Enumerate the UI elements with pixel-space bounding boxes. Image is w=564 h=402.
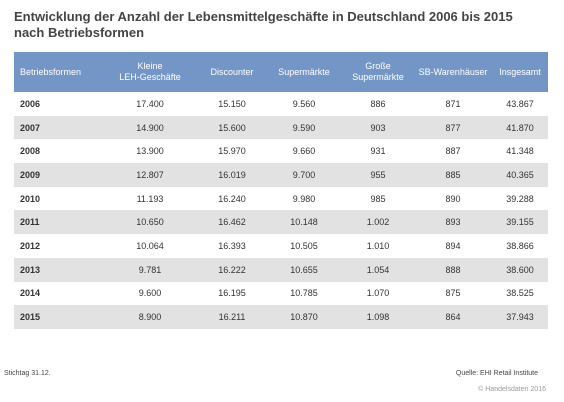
table-cell: 16.019 bbox=[198, 163, 266, 187]
row-year-cell: 2015 bbox=[14, 305, 102, 329]
table-cell: 877 bbox=[414, 115, 492, 140]
table-cell: 8.900 bbox=[102, 305, 198, 329]
table-cell: 1.098 bbox=[342, 305, 414, 329]
table-cell: 885 bbox=[414, 163, 492, 187]
table-cell: 9.600 bbox=[102, 281, 198, 306]
source-note: Quelle: EHI Retail Institute bbox=[455, 370, 538, 377]
table-cell: 10.148 bbox=[266, 210, 342, 235]
table-cell: 16.240 bbox=[198, 186, 266, 211]
header-discounter: Discounter bbox=[198, 52, 266, 92]
table-cell: 888 bbox=[414, 257, 492, 282]
row-year-cell: 2012 bbox=[14, 234, 102, 258]
header-grosse-supermaerkte: Große Supermärkte bbox=[342, 52, 414, 92]
table-cell: 1.010 bbox=[342, 234, 414, 258]
table-cell: 41.870 bbox=[492, 115, 548, 140]
table-row: 2011 10.650 16.462 10.148 1.002 893 39.155 bbox=[14, 210, 548, 235]
header-supermaerkte: Supermärkte bbox=[266, 52, 342, 92]
copyright-note: © Handelsdaten 2016 bbox=[478, 386, 546, 393]
table-row: 2014 9.600 16.195 10.785 1.070 875 38.525 bbox=[14, 281, 548, 306]
table-cell: 1.070 bbox=[342, 281, 414, 306]
table-cell: 9.980 bbox=[266, 186, 342, 211]
table-cell: 10.785 bbox=[266, 281, 342, 306]
row-year-cell: 2009 bbox=[14, 163, 102, 187]
table-cell: 985 bbox=[342, 186, 414, 211]
row-year-cell: 2007 bbox=[14, 115, 102, 140]
table-cell: 875 bbox=[414, 281, 492, 306]
table-cell: 893 bbox=[414, 210, 492, 235]
table-cell: 10.655 bbox=[266, 257, 342, 282]
row-year-cell: 2014 bbox=[14, 281, 102, 306]
header-insgesamt: Insgesamt bbox=[492, 52, 548, 92]
table-cell: 9.660 bbox=[266, 139, 342, 164]
table-cell: 16.222 bbox=[198, 257, 266, 282]
table-cell: 37.943 bbox=[492, 305, 548, 329]
table-cell: 9.590 bbox=[266, 115, 342, 140]
row-year-cell: 2006 bbox=[14, 92, 102, 116]
row-year-cell: 2008 bbox=[14, 139, 102, 164]
table-cell: 10.064 bbox=[102, 234, 198, 258]
table-cell: 43.867 bbox=[492, 92, 548, 116]
table-row: 2006 17.400 15.150 9.560 886 871 43.867 bbox=[14, 92, 548, 116]
table-cell: 39.288 bbox=[492, 186, 548, 211]
table-cell: 16.393 bbox=[198, 234, 266, 258]
table-cell: 10.870 bbox=[266, 305, 342, 329]
header-kleine-leh: Kleine LEH-Geschäfte bbox=[102, 52, 198, 92]
table-cell: 16.211 bbox=[198, 305, 266, 329]
table-cell: 40.365 bbox=[492, 163, 548, 187]
table-cell: 871 bbox=[414, 92, 492, 116]
table-cell: 1.002 bbox=[342, 210, 414, 235]
table-cell: 16.195 bbox=[198, 281, 266, 306]
table-cell: 9.700 bbox=[266, 163, 342, 187]
data-table: Betriebsformen Kleine LEH-Geschäfte Disc… bbox=[14, 52, 548, 329]
row-year-cell: 2010 bbox=[14, 186, 102, 211]
table-cell: 9.781 bbox=[102, 257, 198, 282]
table-cell: 39.155 bbox=[492, 210, 548, 235]
table-cell: 38.600 bbox=[492, 257, 548, 282]
table-cell: 14.900 bbox=[102, 115, 198, 140]
table-row: 2007 14.900 15.600 9.590 903 877 41.870 bbox=[14, 115, 548, 140]
table-cell: 931 bbox=[342, 139, 414, 164]
table-row: 2015 8.900 16.211 10.870 1.098 864 37.943 bbox=[14, 305, 548, 329]
row-year-cell: 2011 bbox=[14, 210, 102, 235]
table-cell: 864 bbox=[414, 305, 492, 329]
table-header-row: Betriebsformen Kleine LEH-Geschäfte Disc… bbox=[14, 52, 548, 92]
table-row: 2012 10.064 16.393 10.505 1.010 894 38.866 bbox=[14, 234, 548, 258]
table-cell: 10.505 bbox=[266, 234, 342, 258]
table-row: 2010 11.193 16.240 9.980 985 890 39.288 bbox=[14, 186, 548, 211]
table-body: 2006 17.400 15.150 9.560 886 871 43.867 2007 14.… bbox=[14, 92, 548, 329]
table-cell: 15.150 bbox=[198, 92, 266, 116]
table-row: 2008 13.900 15.970 9.660 931 887 41.348 bbox=[14, 139, 548, 164]
footnote: Stichtag 31.12. bbox=[4, 370, 51, 377]
table-cell: 15.600 bbox=[198, 115, 266, 140]
table-cell: 890 bbox=[414, 186, 492, 211]
row-year-cell: 2013 bbox=[14, 257, 102, 282]
table-row: 2013 9.781 16.222 10.655 1.054 888 38.600 bbox=[14, 257, 548, 282]
table-cell: 15.970 bbox=[198, 139, 266, 164]
table-cell: 17.400 bbox=[102, 92, 198, 116]
page-title: Entwicklung der Anzahl der Lebensmittelg… bbox=[14, 9, 513, 40]
table-cell: 903 bbox=[342, 115, 414, 140]
table-row: 2009 12.807 16.019 9.700 955 885 40.365 bbox=[14, 163, 548, 187]
table-cell: 887 bbox=[414, 139, 492, 164]
table-cell: 12.807 bbox=[102, 163, 198, 187]
header-betriebsformen: Betriebsformen bbox=[14, 52, 102, 92]
table-cell: 9.560 bbox=[266, 92, 342, 116]
table-cell: 41.348 bbox=[492, 139, 548, 164]
table-cell: 1.054 bbox=[342, 257, 414, 282]
table-cell: 13.900 bbox=[102, 139, 198, 164]
table-cell: 886 bbox=[342, 92, 414, 116]
table-cell: 38.866 bbox=[492, 234, 548, 258]
header-sb-warenhaeuser: SB-Warenhäuser bbox=[414, 52, 492, 92]
table-cell: 16.462 bbox=[198, 210, 266, 235]
table-cell: 894 bbox=[414, 234, 492, 258]
table-cell: 11.193 bbox=[102, 186, 198, 211]
table-cell: 10.650 bbox=[102, 210, 198, 235]
table-cell: 955 bbox=[342, 163, 414, 187]
table-cell: 38.525 bbox=[492, 281, 548, 306]
